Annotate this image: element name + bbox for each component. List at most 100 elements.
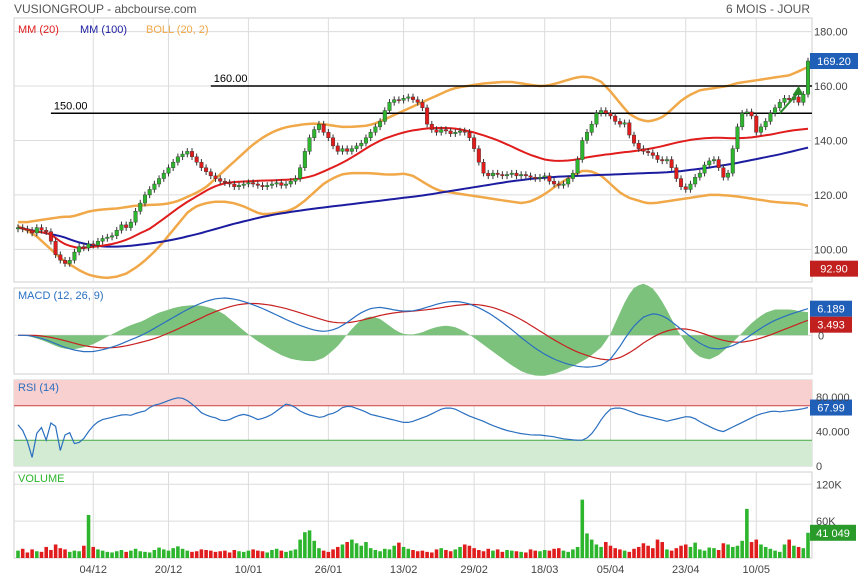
candle [91,243,96,246]
candle [702,164,707,174]
candle [589,123,594,133]
y-tick-label-rsi: 80.000 [816,392,850,404]
candle [48,231,53,242]
candle [467,132,472,138]
volume-bar [773,550,777,558]
candle [721,167,726,178]
volume-last-badge [810,524,856,541]
candle [222,181,227,183]
volume-bar [655,539,660,558]
volume-bar [237,551,241,558]
volume-bar [105,551,110,558]
volume-bar [477,550,481,558]
volume-bar [636,546,641,558]
volume-bar [378,551,382,558]
candle [603,110,608,114]
volume-bar [646,545,650,558]
volume-bar [166,550,171,558]
volume-bar [524,552,528,558]
candle [312,129,317,138]
legend-mm100: MM (100) [80,24,127,36]
volume-bar [392,545,396,558]
volume-bar [218,551,222,558]
volume-bar [613,548,617,558]
volume-bar [556,548,561,558]
volume-bar [712,548,716,558]
volume-bar [444,550,448,558]
volume-bar [759,544,763,558]
candle [636,142,641,149]
volume-bar [787,539,791,558]
candle [425,107,430,125]
candle [72,251,77,261]
volume-bar [124,551,128,558]
volume-bar [782,544,787,558]
volume-bar [608,545,613,558]
low-price-label: 92.90 [820,264,848,276]
volume-bar [317,548,321,558]
x-tick-label: 23/04 [672,564,700,576]
volume-bar [25,552,30,558]
volume-bar [110,552,114,558]
volume-bar [354,543,359,558]
volume-bar [223,550,227,558]
candle [359,142,364,147]
volume-bar [604,542,608,558]
volume-bar [462,544,467,558]
candle [472,137,477,149]
candle [429,123,434,130]
candle [458,130,463,133]
volume-bar [345,542,349,558]
y-tick-label-price: 140.00 [814,135,848,147]
volume-bar [589,539,594,558]
candle [86,243,91,249]
volume-bar [251,549,255,558]
volume-bar [801,548,806,558]
y-tick-label-volume: 60K [816,516,836,528]
volume-bar [256,550,260,558]
candle [157,178,162,185]
volume-bar [514,551,519,558]
candle [697,172,702,178]
rsi-bands [14,380,812,466]
rsi-last-label: 67.99 [817,403,845,415]
volume-bar [77,551,81,558]
candle [646,151,651,153]
volume-title: VOLUME [18,473,64,485]
candle [331,137,336,147]
x-tick-label: 29/02 [460,564,488,576]
volume-bar [382,548,387,558]
candle [190,151,194,158]
candle [528,175,533,178]
candle [664,159,669,162]
macd-title: MACD (12, 26, 9) [18,290,104,302]
candle [801,94,806,103]
boll-upper-line [18,65,809,224]
candle [265,185,270,187]
candle [194,156,199,163]
volume-bar [721,543,726,558]
candle [744,111,749,114]
candle [241,183,246,186]
candle [114,230,119,236]
horizontal-level-label: 160.00 [214,73,248,85]
candle [213,175,218,179]
macd-zero-label: 0 [818,330,824,342]
candle [340,148,345,152]
candle [495,172,500,175]
volume-bar [129,550,133,558]
volume-bar [152,550,157,558]
volume-bar [735,545,740,558]
macd-last-badge [810,300,852,317]
volume-bar [209,550,213,558]
candle [758,126,763,133]
volume-bar [199,549,204,558]
volume-bar [651,548,655,558]
candle [392,99,397,103]
candle [30,230,35,234]
volume-bar [213,551,218,558]
candle [293,178,298,182]
candle [580,140,585,160]
volume-bar [321,550,326,558]
boll-lower-line [17,169,809,280]
